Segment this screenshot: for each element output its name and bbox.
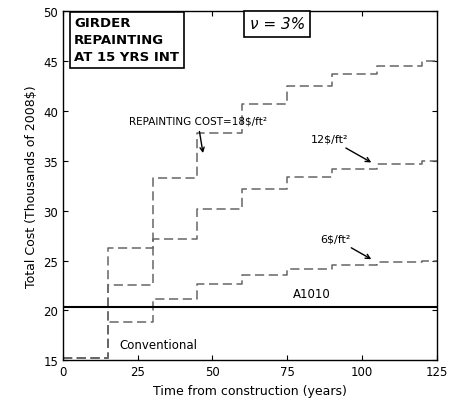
Y-axis label: Total Cost (Thousands of 2008$): Total Cost (Thousands of 2008$) bbox=[25, 85, 38, 288]
Text: REPAINTING COST=18$/ft²: REPAINTING COST=18$/ft² bbox=[129, 117, 267, 152]
Text: ν = 3%: ν = 3% bbox=[250, 17, 305, 32]
Text: 12$/ft²: 12$/ft² bbox=[311, 134, 370, 162]
X-axis label: Time from construction (years): Time from construction (years) bbox=[153, 384, 346, 397]
Text: Conventional: Conventional bbox=[120, 339, 198, 352]
Text: A1010: A1010 bbox=[293, 288, 331, 301]
Text: 6$/ft²: 6$/ft² bbox=[320, 234, 370, 259]
Text: GIRDER
REPAINTING
AT 15 YRS INT: GIRDER REPAINTING AT 15 YRS INT bbox=[74, 17, 179, 64]
